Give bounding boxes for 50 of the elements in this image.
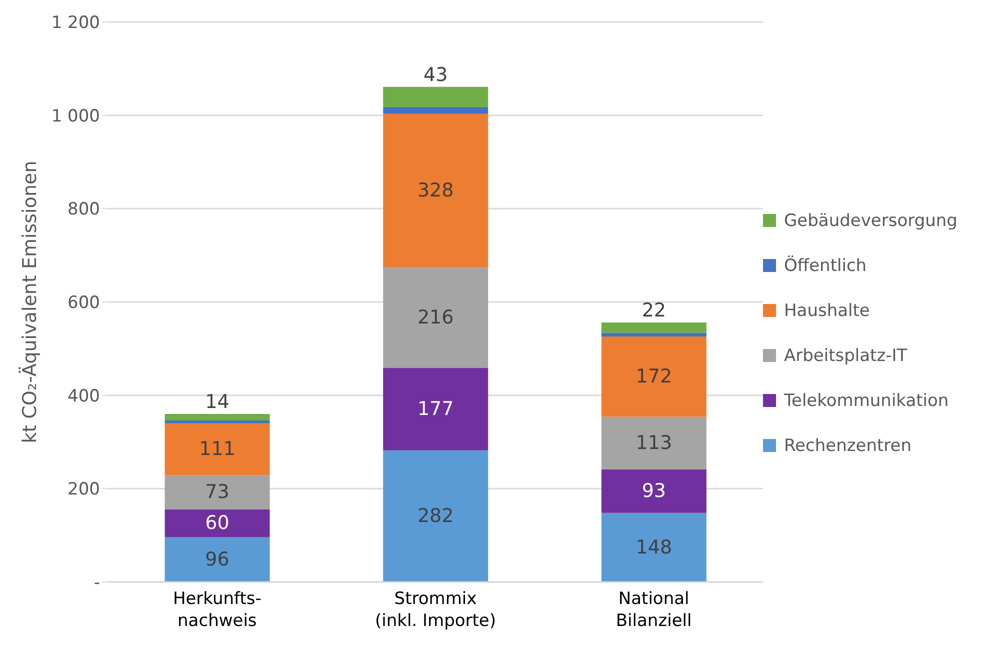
legend-label: Telekommunikation [784, 390, 949, 410]
data-label: 328 [417, 179, 454, 202]
bar [383, 106, 488, 114]
y-tick-label: 400 [68, 386, 100, 406]
data-label: 43 [424, 64, 448, 86]
bar [164, 537, 270, 582]
y-tick-label: 200 [68, 480, 100, 500]
bar [383, 368, 488, 450]
bar [164, 420, 270, 424]
legend-label: Haushalte [784, 300, 870, 320]
data-label: 73 [205, 481, 230, 504]
data-label: 172 [636, 366, 672, 388]
bar [601, 512, 706, 582]
x-tick-label: Herkunfts- nachweis [172, 589, 262, 631]
data-label: 93 [642, 480, 666, 502]
bar [383, 450, 488, 582]
data-label: 216 [417, 306, 454, 328]
bar [601, 322, 706, 333]
y-tick-label: 600 [68, 293, 100, 314]
x-tick-label: National Bilanziell [616, 589, 692, 631]
data-label: 282 [417, 505, 454, 528]
legend-label: Arbeitsplatz-IT [784, 346, 908, 366]
bar [383, 86, 488, 107]
y-tick-label: - [94, 573, 100, 594]
bar [601, 416, 706, 470]
y-tick-label: 800 [68, 200, 100, 220]
bar [601, 470, 706, 513]
bar [164, 475, 270, 510]
legend-label: Öffentlich [784, 256, 867, 276]
bar [601, 332, 706, 337]
data-label: 60 [205, 512, 230, 534]
y-axis-title: kt CO₂-Äquivalent Emissionen [18, 160, 41, 444]
data-label: 111 [199, 438, 236, 460]
legend-label: Rechenzentren [784, 436, 912, 456]
bar [164, 423, 270, 476]
data-label: 148 [636, 536, 672, 558]
bar [383, 114, 488, 267]
legend-label: Gebäudeversorgung [784, 210, 958, 230]
data-label: 177 [417, 398, 454, 420]
y-tick-label: 1 000 [51, 106, 100, 126]
data-label: 14 [205, 391, 230, 413]
data-label: 113 [636, 432, 672, 454]
bar [164, 509, 270, 538]
data-label: 96 [205, 548, 230, 571]
bar [164, 414, 270, 421]
data-label: 22 [642, 300, 666, 322]
y-tick-label: 1 200 [51, 13, 100, 34]
bar [383, 267, 488, 368]
x-tick-label: Strommix (inkl. Importe) [374, 589, 496, 631]
bar [601, 336, 706, 417]
